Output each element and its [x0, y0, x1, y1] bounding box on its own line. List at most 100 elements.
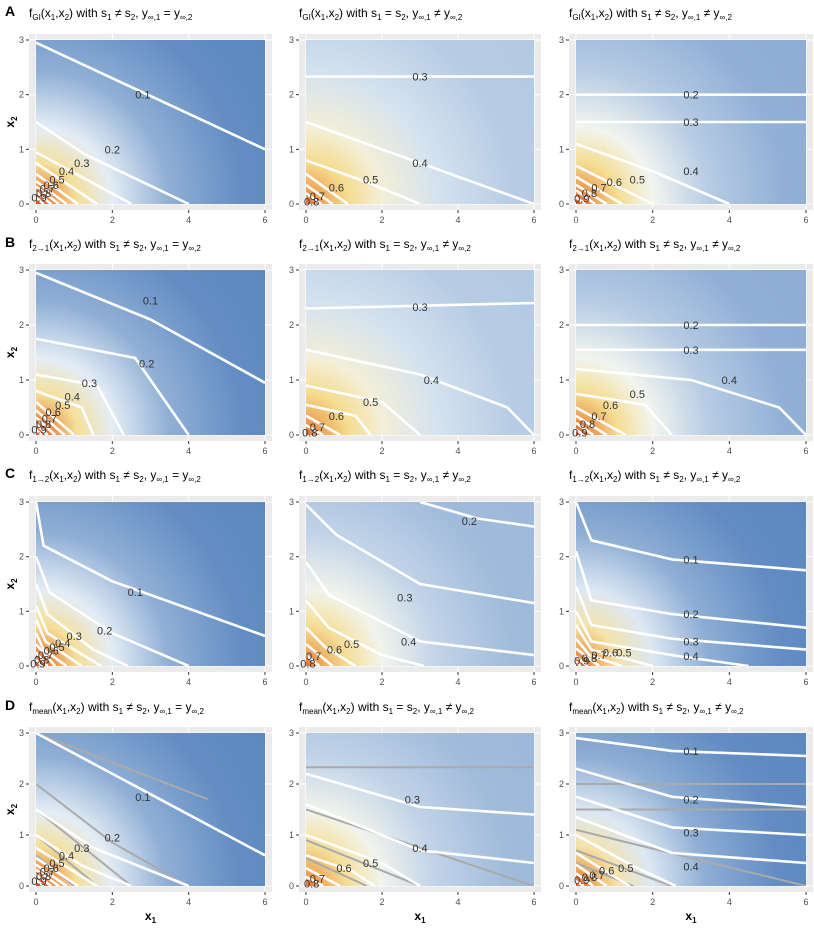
contour-line: [576, 795, 806, 837]
title-subscript: 2: [679, 475, 684, 484]
heatmap-fill: [576, 502, 806, 666]
title-text: ≠ y: [709, 468, 728, 482]
title-text: , y: [147, 700, 160, 714]
contour-line: [576, 550, 806, 629]
heatmap-fill: [306, 270, 534, 435]
contour-line: [306, 503, 534, 605]
x-tick-label: 6: [531, 446, 536, 456]
contour-line: [36, 856, 79, 886]
title-subscript: 2: [410, 475, 415, 484]
title-subscript: 1: [591, 13, 596, 22]
title-subscript: 2: [131, 13, 136, 22]
y-axis-title: x2: [3, 578, 19, 590]
title-text: f: [29, 468, 33, 482]
contour-label: 0.9: [574, 194, 589, 206]
heatmap-fill: [306, 733, 534, 886]
y-tick-label: 1: [19, 606, 24, 616]
x-tick-label: 0: [33, 446, 38, 456]
contour-line: [576, 164, 654, 204]
title-subscript: ∞,2: [720, 13, 733, 22]
contour-line: [306, 183, 334, 204]
contour-line: [576, 421, 595, 435]
title-text: ≠ s: [112, 6, 131, 20]
title-text: f: [299, 237, 303, 251]
x-tick-label: 2: [110, 446, 115, 456]
y-tick-label: 2: [559, 90, 564, 100]
x-axis-title-sub: 1: [692, 916, 697, 925]
contour-label: 0.6: [603, 400, 618, 412]
y-tick-label: 3: [559, 265, 564, 275]
contour-label: 0.7: [310, 422, 325, 434]
contour-label: 0.2: [105, 833, 120, 845]
contour-label: 0.4: [424, 375, 439, 387]
title-subscript: 1: [377, 13, 382, 22]
heatmap-fill: [36, 270, 265, 435]
contour-line: [36, 120, 190, 204]
y-tick-label: 2: [559, 779, 564, 789]
title-subscript: ∞,2: [192, 707, 205, 716]
title-subscript: 2: [65, 13, 70, 22]
y-tick-label: 0: [559, 661, 564, 671]
title-text: (x: [322, 700, 332, 714]
title-subscript: ∞,2: [458, 244, 471, 253]
row-letter: A: [5, 3, 15, 19]
y-tick-label: 3: [19, 35, 24, 45]
contour-line: [36, 179, 68, 204]
contour-line: [576, 189, 596, 204]
y-tick-label: 2: [19, 779, 24, 789]
contour-label: 0.6: [44, 863, 59, 875]
y-tick-label: 1: [19, 830, 24, 840]
y-tick-label: 1: [19, 375, 24, 385]
contour-line: [306, 854, 376, 886]
contour-line: [36, 556, 190, 666]
x-tick-label: 2: [379, 677, 384, 687]
contour-label: 0.8: [302, 427, 317, 439]
title-subscript: 1: [386, 475, 391, 484]
reference-line: [306, 808, 534, 886]
y-tick-label: 1: [559, 375, 564, 385]
title-subscript: 2: [73, 475, 78, 484]
title-text: ) with s: [618, 237, 656, 251]
contour-line: [36, 643, 57, 666]
panel-title: fmean(x1,x2) with s1 = s2, y∞,1 ≠ y∞,2: [299, 700, 474, 716]
title-subscript: 2: [73, 244, 78, 253]
contour-line: [306, 866, 341, 886]
title-text: f: [29, 237, 33, 251]
x-axis-title: x1: [414, 909, 426, 925]
title-subscript: 2: [335, 13, 340, 22]
title-text: f: [29, 6, 33, 20]
title-text: ,x: [67, 700, 76, 714]
title-subscript: 1: [599, 244, 604, 253]
contour-label: 0.5: [344, 639, 359, 651]
x-tick-label: 4: [455, 446, 460, 456]
title-text: f: [569, 468, 573, 482]
contour-label: 0.6: [329, 183, 344, 195]
title-text: ≠ y: [709, 237, 728, 251]
reference-line: [36, 783, 190, 886]
title-subscript: 1: [116, 244, 121, 253]
contour-label: 0.3: [412, 302, 427, 314]
contour-label: 0.1: [683, 746, 698, 758]
y-axis-title-main: x: [3, 583, 17, 590]
title-text: ) with s: [348, 237, 386, 251]
contour-label: 0.8: [36, 188, 51, 200]
title-subscript: ∞,2: [450, 13, 463, 22]
title-text: ≠ y: [431, 6, 450, 20]
contour-line: [576, 392, 673, 435]
contour-label: 0.3: [82, 378, 97, 390]
contour-line: [576, 833, 677, 886]
title-text: f: [299, 6, 303, 20]
title-subscript: 1: [386, 244, 391, 253]
contour-line: [36, 502, 265, 638]
contour-group: [306, 75, 534, 204]
y-tick-label: 0: [559, 199, 564, 209]
contour-line: [576, 175, 623, 204]
title-text: (x: [589, 237, 599, 251]
title-text: ≠ s: [652, 6, 671, 20]
title-subscript: mean: [572, 707, 592, 716]
contour-label: 0.7: [310, 873, 325, 885]
panel-title: fGI(x1,x2) with s1 ≠ s2, y∞,1 ≠ y∞,2: [569, 6, 732, 22]
x-axis-title-main: x: [685, 909, 692, 923]
title-text: , y: [414, 237, 427, 251]
